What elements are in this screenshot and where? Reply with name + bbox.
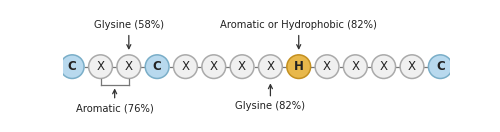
Text: X: X	[238, 60, 246, 73]
Text: X: X	[323, 60, 331, 73]
Ellipse shape	[202, 55, 226, 79]
Text: X: X	[125, 60, 133, 73]
Text: X: X	[352, 60, 360, 73]
Text: Aromatic (76%): Aromatic (76%)	[76, 90, 154, 113]
Text: Glysine (82%): Glysine (82%)	[236, 85, 306, 111]
Ellipse shape	[258, 55, 282, 79]
Text: Aromatic or Hydrophobic (82%): Aromatic or Hydrophobic (82%)	[220, 20, 377, 49]
Ellipse shape	[344, 55, 367, 79]
Text: X: X	[408, 60, 416, 73]
Ellipse shape	[117, 55, 140, 79]
Ellipse shape	[145, 55, 169, 79]
Text: X: X	[182, 60, 190, 73]
Ellipse shape	[400, 55, 424, 79]
Ellipse shape	[88, 55, 112, 79]
Text: C: C	[153, 60, 162, 73]
Text: H: H	[294, 60, 304, 73]
Ellipse shape	[287, 55, 310, 79]
Text: X: X	[96, 60, 104, 73]
Text: X: X	[210, 60, 218, 73]
Ellipse shape	[60, 55, 84, 79]
Ellipse shape	[230, 55, 254, 79]
Text: C: C	[68, 60, 76, 73]
Ellipse shape	[428, 55, 452, 79]
Ellipse shape	[174, 55, 198, 79]
Text: C: C	[436, 60, 444, 73]
Text: Glysine (58%): Glysine (58%)	[94, 20, 164, 49]
Ellipse shape	[372, 55, 396, 79]
Text: X: X	[266, 60, 274, 73]
Ellipse shape	[315, 55, 339, 79]
Text: X: X	[380, 60, 388, 73]
